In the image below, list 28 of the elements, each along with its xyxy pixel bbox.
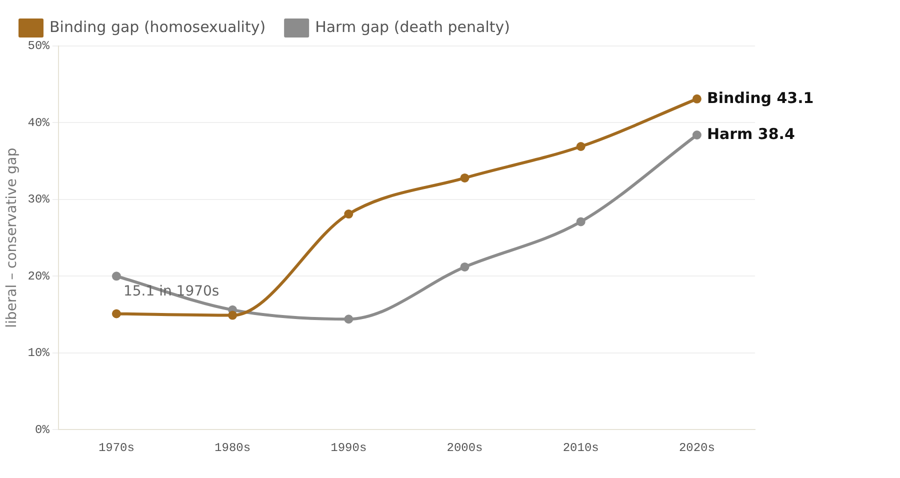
y-tick-label: 30% xyxy=(28,192,50,207)
y-axis-title: liberal – conservative gap xyxy=(4,148,20,328)
x-tick-label: 1980s xyxy=(214,440,251,455)
annotation: Binding 43.1 xyxy=(706,88,814,107)
x-tick-label: 2000s xyxy=(446,440,483,455)
point xyxy=(112,272,121,281)
point xyxy=(576,217,586,226)
y-tick-label: 50% xyxy=(28,39,50,54)
point xyxy=(344,210,354,219)
x-tick-label: 2010s xyxy=(562,440,599,455)
x-tick-label: 1990s xyxy=(330,440,367,455)
point xyxy=(692,94,702,104)
point xyxy=(460,173,470,182)
point xyxy=(112,309,121,318)
y-tick-label: 40% xyxy=(28,116,50,130)
legend-label: Harm gap (death penalty) xyxy=(315,18,510,36)
x-tick-label: 1970s xyxy=(98,440,134,455)
point xyxy=(692,130,702,140)
point xyxy=(228,310,238,320)
legend-label: Binding gap (homosexuality) xyxy=(50,18,266,36)
point xyxy=(460,262,470,272)
x-tick-label: 2020s xyxy=(678,440,715,455)
y-tick-label: 20% xyxy=(28,269,50,284)
point xyxy=(576,142,586,152)
point xyxy=(344,314,354,324)
annotation: Harm 38.4 xyxy=(706,124,795,143)
y-tick-label: 10% xyxy=(28,346,50,360)
y-tick-label: 0% xyxy=(34,422,50,437)
